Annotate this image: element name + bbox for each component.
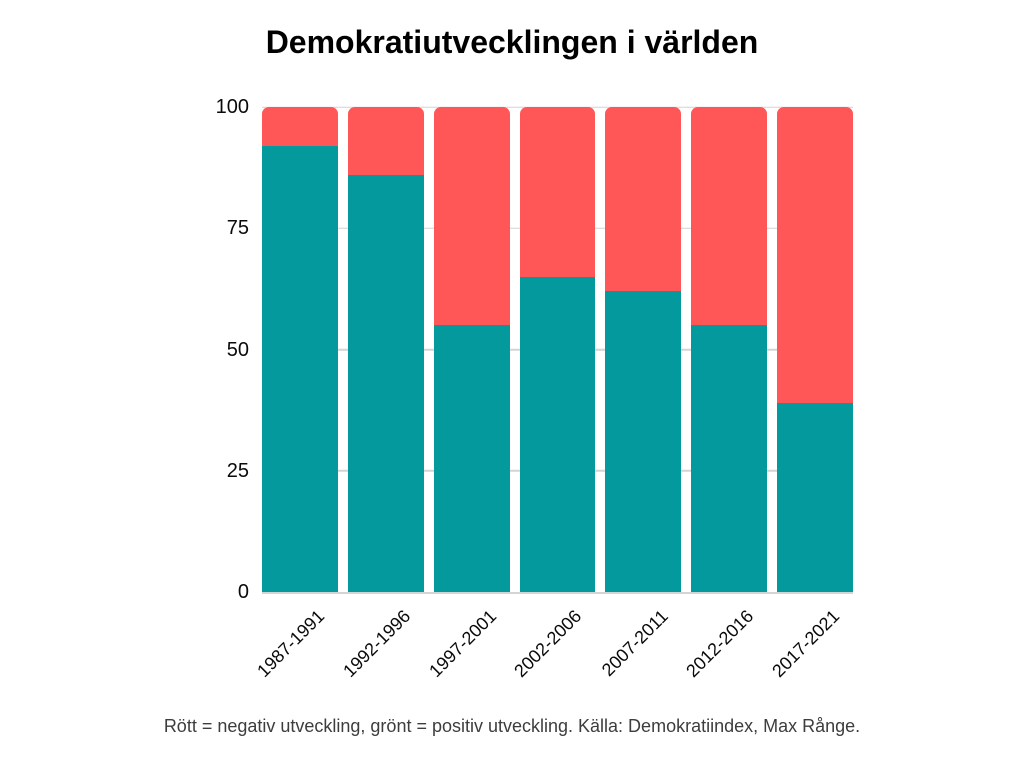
chart-title: Demokratiutvecklingen i världen: [265, 24, 759, 60]
chart-caption: Rött = negativ utveckling, grönt = posit…: [163, 716, 861, 736]
bar-segment-positive: [262, 145, 338, 592]
x-tick-label: 2012-2016: [682, 606, 758, 682]
x-tick-label: 1987-1991: [253, 606, 329, 682]
bar-2017-2021: [777, 107, 854, 592]
y-tick-label: 25: [226, 459, 249, 482]
bar-segment-positive: [347, 174, 424, 592]
x-tick-label: 2017-2021: [768, 606, 844, 682]
x-tick-cell: 1987-1991: [253, 592, 338, 702]
bar-segment-negative: [262, 107, 338, 146]
bar-2002-2006: [519, 107, 596, 592]
bar-segment-positive: [519, 276, 596, 592]
bar-1992-1996: [347, 107, 424, 592]
bar-2012-2016: [691, 107, 768, 592]
y-tick-label: 100: [215, 96, 249, 118]
bar-1997-2001: [433, 107, 510, 592]
x-tick-cell: 2007-2011: [597, 592, 681, 702]
y-tick-label: 50: [226, 338, 249, 361]
y-tick-label: 75: [226, 217, 249, 240]
x-tick-cell: 1992-1996: [339, 592, 424, 702]
x-tick-label: 1997-2001: [424, 606, 500, 682]
bar-segment-negative: [605, 107, 682, 292]
x-axis-baseline: [262, 592, 853, 594]
bar-segment-negative: [519, 107, 596, 277]
stacked-bar-chart: 1987-1991 1992-1996 1997-2001 2002-2006 2007…: [216, 97, 854, 681]
x-tick-label: 2007-2011: [597, 606, 672, 681]
x-tick-label: 2002-2006: [510, 606, 586, 682]
x-tick-cell: 1997-2001: [425, 592, 510, 702]
x-tick-label: 1992-1996: [338, 606, 414, 682]
bar-segment-positive: [691, 325, 768, 592]
bar-segment-negative: [347, 107, 424, 175]
bar-segment-negative: [691, 107, 768, 326]
bar-2007-2011: [605, 107, 682, 592]
x-tick-cell: 2012-2016: [682, 592, 767, 702]
bar-segment-negative: [777, 107, 854, 403]
x-tick-cell: 2002-2006: [511, 592, 596, 702]
x-tick-cell: 2017-2021: [768, 592, 853, 702]
bar-segment-negative: [433, 107, 510, 326]
bars-layer: [262, 107, 854, 592]
x-axis-tick-labels: 1987-1991 1992-1996 1997-2001 2002-2006 2007…: [253, 592, 853, 702]
y-tick-label: 0: [237, 581, 249, 603]
bar-segment-positive: [433, 325, 510, 592]
bar-segment-positive: [605, 291, 682, 592]
bar-1987-1991: [262, 107, 338, 592]
bar-segment-positive: [777, 402, 854, 592]
